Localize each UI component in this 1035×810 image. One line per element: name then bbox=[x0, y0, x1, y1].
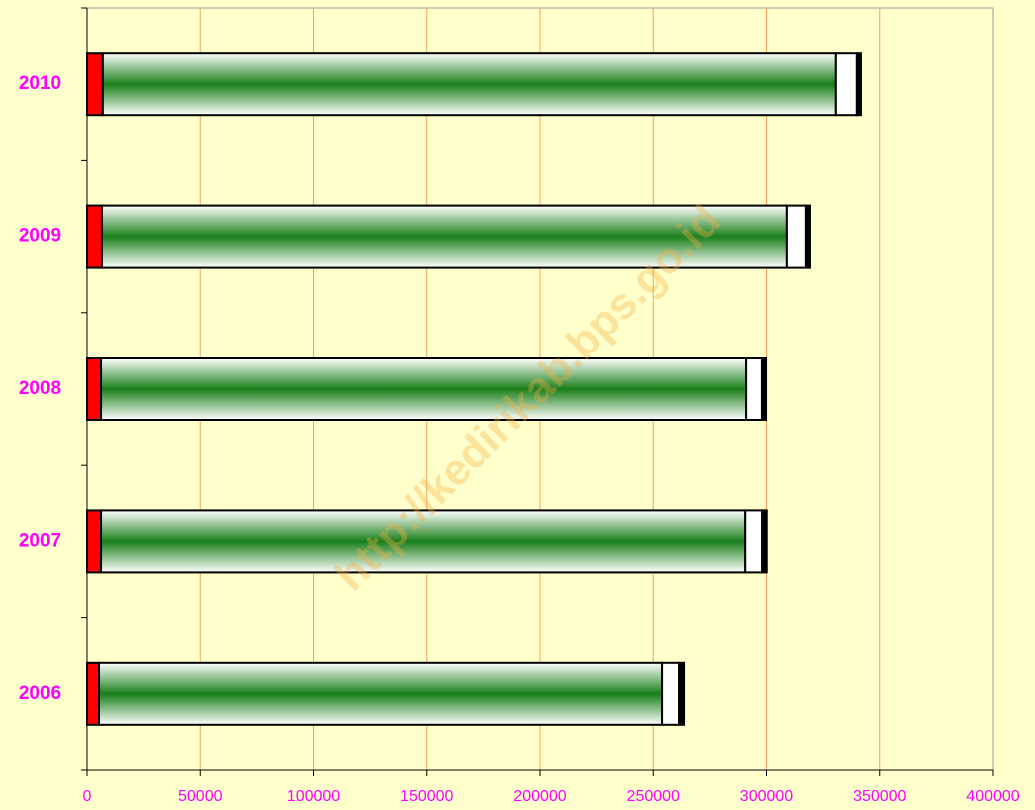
x-tick-label: 150000 bbox=[400, 788, 453, 805]
bar-segment bbox=[761, 509, 768, 574]
x-tick-label: 0 bbox=[83, 788, 92, 805]
bar-segment bbox=[678, 661, 686, 726]
bar-segment bbox=[86, 204, 103, 269]
x-tick-label: 400000 bbox=[966, 788, 1019, 805]
bar-segment bbox=[100, 204, 788, 269]
bar-segment bbox=[86, 509, 103, 574]
x-tick-label: 350000 bbox=[853, 788, 906, 805]
bar-segment bbox=[101, 52, 837, 117]
y-tick-label: 2009 bbox=[19, 226, 61, 247]
bar-segment bbox=[661, 661, 681, 726]
bar-segment bbox=[745, 357, 763, 421]
bar-segment bbox=[760, 357, 768, 421]
x-tick-label: 300000 bbox=[740, 788, 793, 805]
y-tick-label: 2007 bbox=[19, 530, 61, 551]
bar-segment bbox=[86, 661, 101, 726]
bar-segment bbox=[100, 357, 748, 421]
bar-segment bbox=[785, 204, 807, 269]
bar-segment bbox=[834, 52, 858, 117]
x-tick-label: 100000 bbox=[287, 788, 340, 805]
x-tick-label: 200000 bbox=[513, 788, 566, 805]
x-tick-label: 50000 bbox=[178, 788, 223, 805]
bar-segment bbox=[855, 52, 862, 117]
bar-segment bbox=[86, 357, 103, 421]
y-tick-label: 2008 bbox=[19, 378, 61, 399]
y-tick-label: 2010 bbox=[19, 73, 61, 94]
x-tick-label: 250000 bbox=[627, 788, 680, 805]
bar-segment bbox=[98, 661, 664, 726]
y-tick-label: 2006 bbox=[19, 683, 61, 704]
bar-segment bbox=[804, 204, 811, 269]
bar-segment bbox=[86, 52, 104, 117]
bar-segment bbox=[744, 509, 764, 574]
